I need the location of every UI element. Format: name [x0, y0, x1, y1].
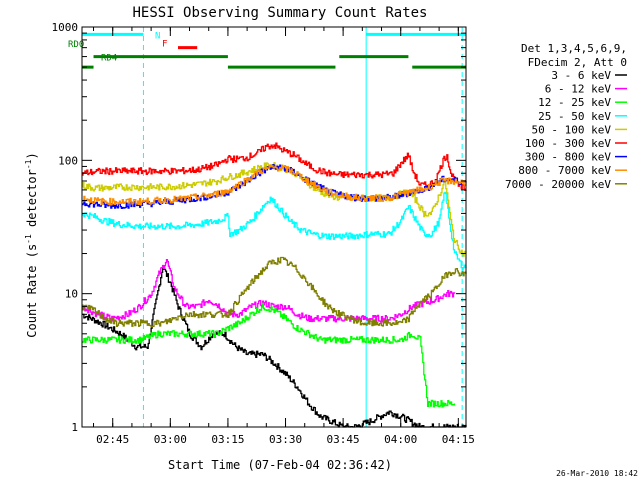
- x-tick-label: 03:45: [327, 433, 360, 446]
- legend-header: Det 1,3,4,5,6,9,: [521, 42, 627, 55]
- legend-entry-label: 7000 - 20000 keV: [505, 178, 611, 191]
- legend-entry-label: 3 - 6 keV: [551, 69, 611, 82]
- x-tick-label: 02:45: [96, 433, 129, 446]
- y-axis-label: Count Rate (s-1 detector-1): [24, 152, 39, 337]
- status-annotation: RD0: [68, 40, 84, 50]
- chart-title: HESSI Observing Summary Count Rates: [132, 5, 427, 21]
- series-line: [82, 164, 467, 206]
- legend-entry-label: 100 - 300 keV: [525, 137, 611, 150]
- y-tick-label: 100: [58, 154, 78, 167]
- legend-entry-label: 300 - 800 keV: [525, 151, 611, 164]
- series-line: [82, 258, 456, 323]
- footer-timestamp: 26-Mar-2010 18:42: [556, 469, 638, 478]
- y-tick-label: 10: [65, 288, 78, 301]
- status-annotation: RD4: [101, 54, 117, 64]
- legend-entry-label: 6 - 12 keV: [545, 83, 612, 96]
- y-axis-label-part: Count Rate (s: [25, 244, 39, 338]
- series-line: [82, 191, 467, 271]
- plot-frame: [81, 26, 467, 428]
- status-annotation: F: [162, 39, 167, 49]
- y-tick-label: 1000: [52, 21, 79, 34]
- series-line: [82, 256, 467, 328]
- y-axis-label-part: -1: [24, 159, 33, 169]
- legend: Det 1,3,4,5,6,9,FDecim 2, Att 03 - 6 keV…: [505, 42, 627, 191]
- x-tick-label: 03:30: [269, 433, 302, 446]
- y-axis-label-part: detector: [25, 169, 39, 234]
- y-tick-label: 1: [71, 421, 78, 434]
- x-tick-label: 03:15: [211, 433, 244, 446]
- legend-entry-label: 800 - 7000 keV: [518, 164, 611, 177]
- legend-entry-label: 25 - 50 keV: [538, 110, 611, 123]
- series-line: [82, 267, 467, 428]
- series-line: [82, 302, 456, 408]
- x-tick-label: 04:15: [442, 433, 475, 446]
- y-axis-label-part: -1: [24, 234, 33, 244]
- plot-area: RD0 RD4 NF 1 10 100 1000 02:45 03:00 03:15 03:30 03…: [52, 21, 475, 446]
- legend-entry-label: 50 - 100 keV: [532, 123, 612, 136]
- status-annotation: N: [155, 31, 160, 41]
- series-line: [82, 142, 467, 191]
- x-tick-label: 03:00: [154, 433, 187, 446]
- x-axis-label: Start Time (07-Feb-04 02:36:42): [168, 458, 392, 472]
- series-line: [82, 162, 467, 257]
- y-axis-label-part: ): [25, 152, 39, 159]
- legend-entry-label: 12 - 25 keV: [538, 96, 611, 109]
- legend-header: FDecim 2, Att 0: [528, 56, 627, 69]
- x-tick-label: 04:00: [384, 433, 417, 446]
